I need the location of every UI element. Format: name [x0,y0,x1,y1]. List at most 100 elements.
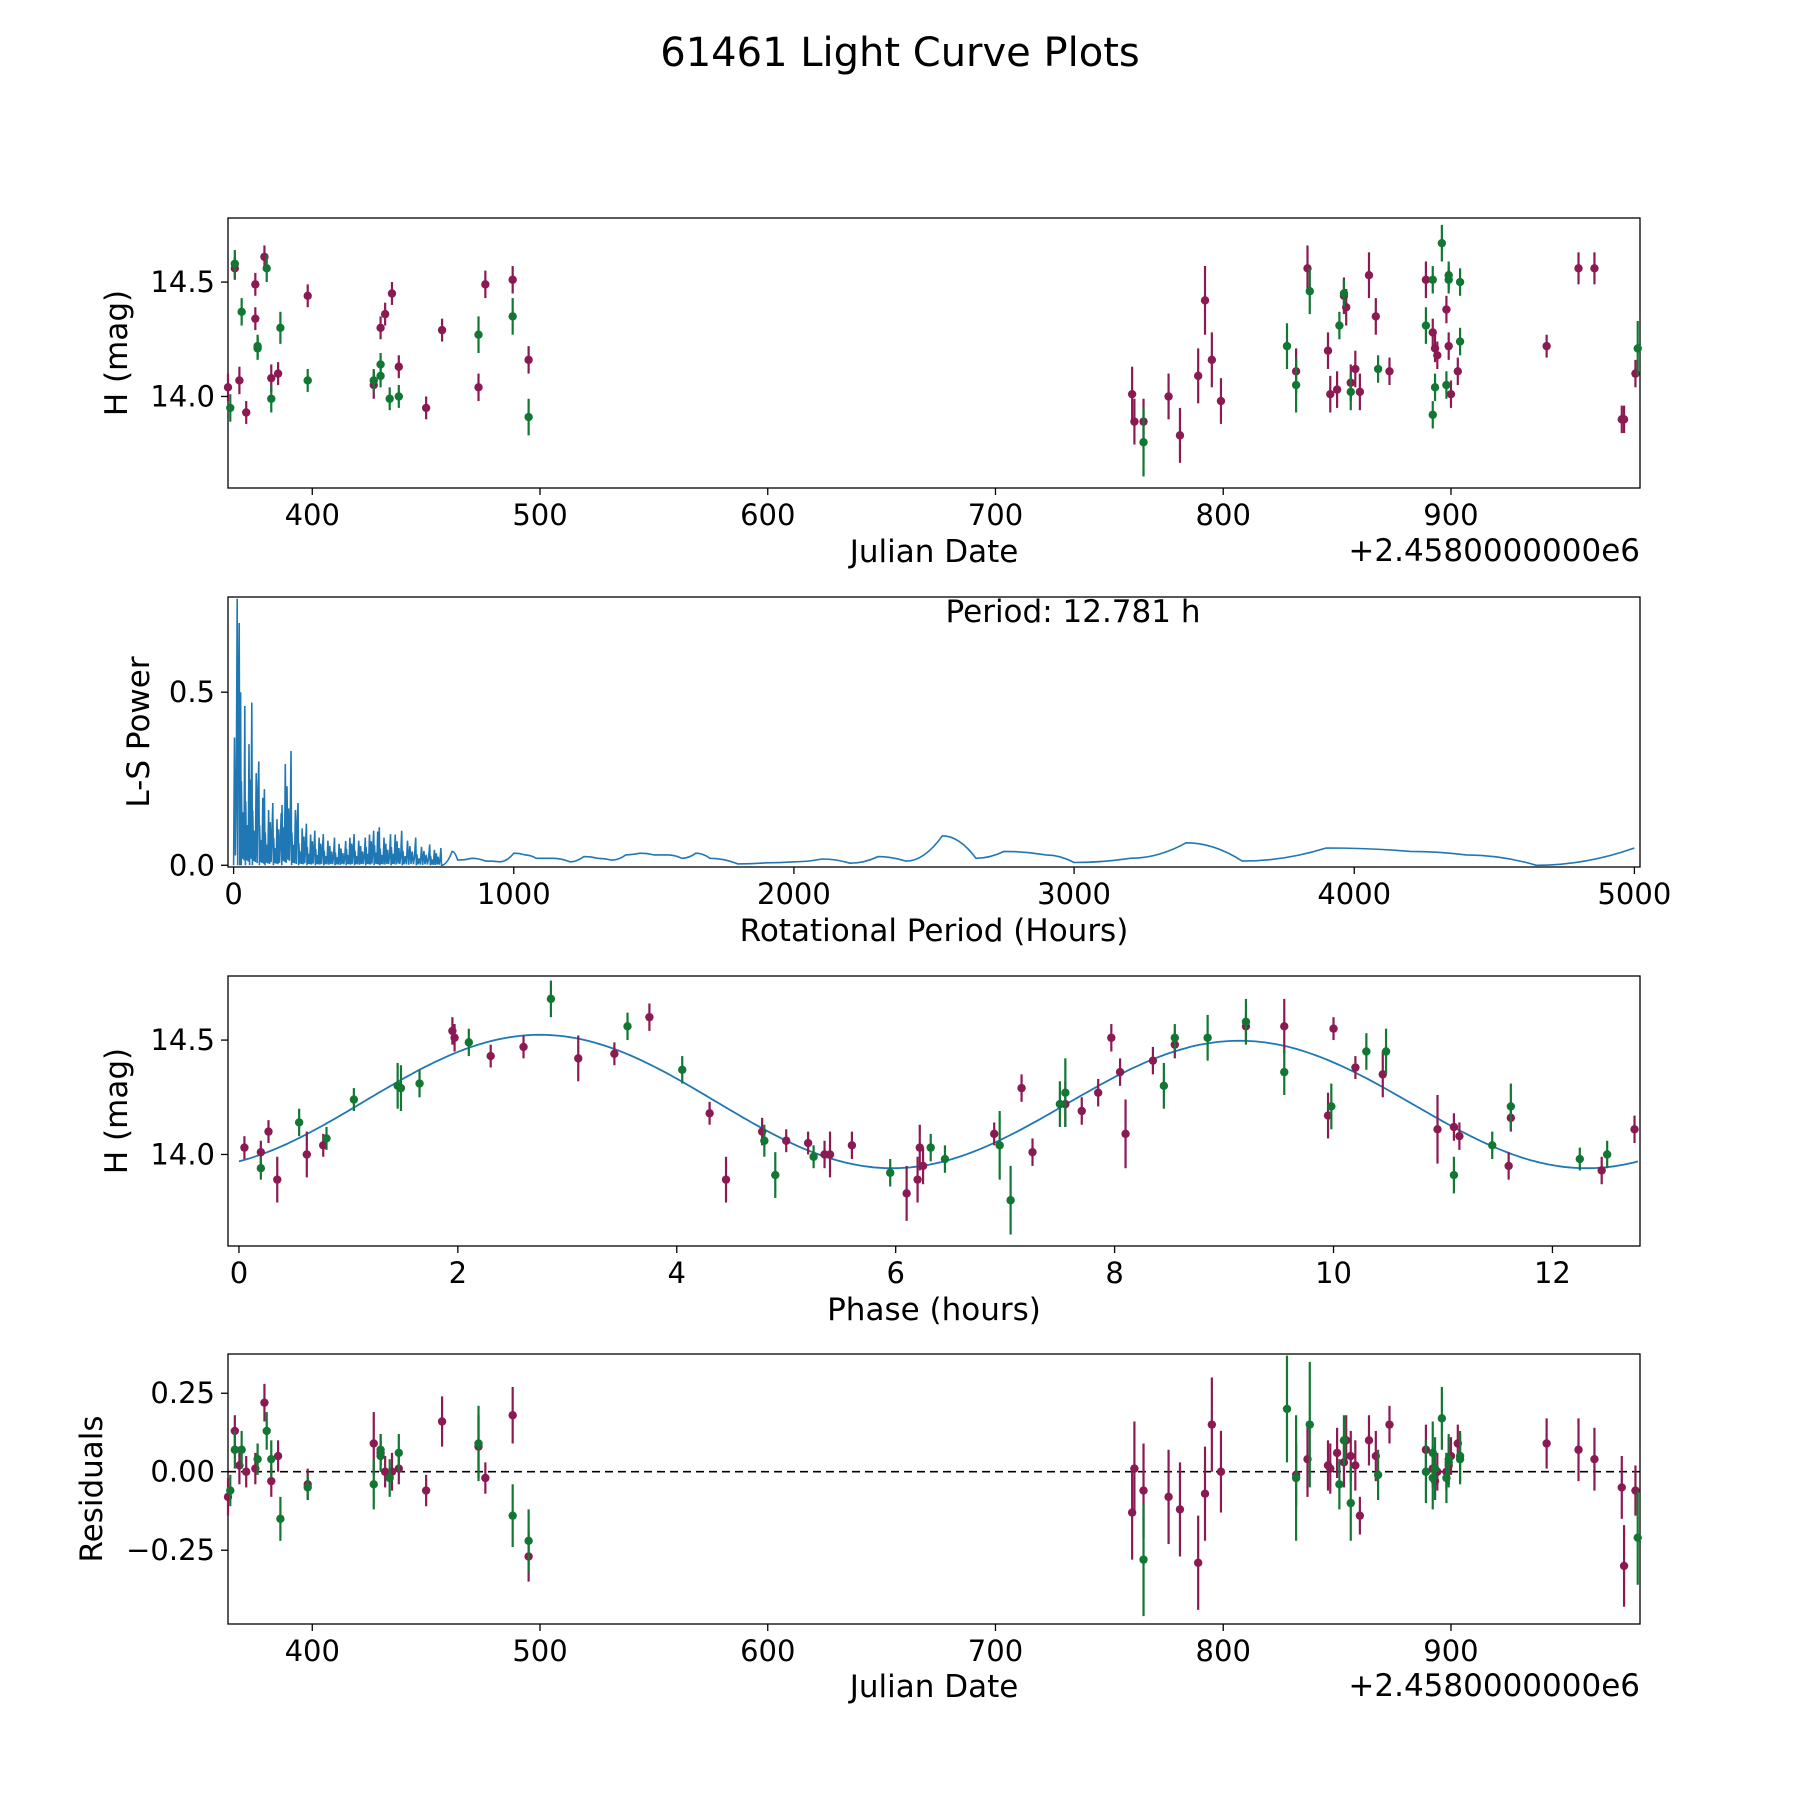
data-point-red [1130,417,1139,426]
data-point-red [1323,1111,1333,1120]
x-tick-label: 400 [285,1634,340,1668]
data-point-red [1433,351,1442,360]
plot-frame [227,217,1641,489]
data-point-green [1327,1102,1336,1111]
data-point-red [1619,1561,1629,1571]
data-point-red [1355,387,1365,397]
data-point-green [253,341,262,351]
data-point-green [396,1083,406,1093]
y-axis-label: H (mag) [99,1048,135,1174]
data-point-red [1351,364,1360,374]
x-tick-label: 900 [1423,498,1478,532]
data-point-red [1207,355,1217,365]
data-point-red [1121,1129,1130,1139]
data-point-green [1437,238,1447,248]
x-tick-label: 10 [1315,1256,1352,1290]
data-point-green [237,1445,246,1454]
data-point-green [1381,1047,1391,1056]
data-point-red [1164,392,1173,401]
data-point-red [256,1147,266,1157]
y-ticks: 0.0 0.5 [169,675,228,882]
data-point-green [256,1164,266,1173]
panel-lightcurve: 400 500 600 700 800 900 14.014.5 Julian Date … [99,217,1642,570]
x-ticks: 0 1000 2000 3000 4000 5000 [224,867,1671,911]
figure-title: 61461 Light Curve Plots [660,30,1139,76]
x-tick-label: 800 [1196,1634,1251,1668]
data-point-green [230,1445,240,1454]
y-axis-label: H (mag) [99,290,135,416]
y-ticks: 0.25 0.00 −0.25 [126,1376,228,1567]
data-point-green [262,1426,271,1436]
x-tick-label: 0 [230,1256,248,1290]
x-tick-label: 700 [968,498,1023,532]
data-point-red [574,1054,583,1063]
data-point-red [1542,341,1551,351]
data-point-red [481,1473,490,1483]
data-point-green [1575,1154,1584,1164]
data-point-red [847,1141,857,1150]
y-tick-label: 0.25 [150,1376,215,1410]
data-point-green [1488,1141,1497,1150]
data-point-red [1164,1492,1173,1502]
x-tick-label: 600 [740,498,795,532]
data-point-green [230,259,240,268]
data-point-red [1028,1147,1037,1157]
data-point-red [1017,1083,1026,1093]
data-point-red [1148,1056,1158,1065]
data-point-green [546,994,556,1004]
data-point-red [437,1417,447,1426]
data-point-red [1364,271,1374,280]
data-point-red [1175,431,1185,440]
data-point-red [721,1175,731,1184]
data-point-red [1630,1125,1639,1134]
data-point-red [1216,1467,1226,1476]
data-point-red [705,1109,714,1118]
y-tick-label: 0.5 [169,675,215,709]
y-tick-label: 0.0 [169,848,215,882]
data-point-red [1193,1558,1203,1567]
data-point-red [474,383,483,392]
data-point-red [990,1129,999,1139]
panel-phased: 0 2 4 6 8 10 12 14.0 14.5 Phase (hours) H (mag) [99,975,1641,1328]
data-point-red [235,376,244,385]
data-point-green [1346,387,1355,397]
data-point-green [886,1168,895,1177]
data-point-red [240,1143,249,1152]
data-point-red [303,291,312,300]
data-point-green [376,1451,385,1461]
data-point-red [1355,1511,1365,1520]
data-point-green [1291,1473,1301,1483]
data-point-green [226,1486,235,1495]
data-point-red [1542,1439,1551,1448]
data-point-red [1216,396,1226,406]
data-point-red [380,1467,390,1476]
data-point-red [825,1150,835,1159]
data-point-green [276,323,285,333]
data-point-red [524,355,533,365]
data-point-red [1139,1486,1148,1495]
data-point-red [251,314,260,323]
data-point-red [1093,1088,1103,1097]
data-point-red [1617,1483,1626,1492]
data-point-green [1444,1454,1453,1464]
panel-residuals: 400 500 600 700 800 900 0.25 0.00 −0.25 Julian … [74,1353,1642,1705]
data-point-green [1428,275,1437,284]
data-point-green [394,1448,404,1458]
x-axis-label: Rotational Period (Hours) [740,913,1129,949]
data-points [223,224,1642,477]
data-point-red [918,1161,928,1171]
data-point-red [1364,1436,1374,1445]
data-point-green [1139,438,1148,447]
data-point-green [1633,344,1642,353]
data-point-red [1280,1022,1289,1031]
data-point-red [421,403,431,413]
x-tick-label: 500 [512,498,567,532]
data-point-red [1127,389,1137,399]
data-point-green [1280,1067,1289,1077]
data-point-red [1444,341,1453,351]
data-point-red [1433,1125,1442,1134]
data-point-red [481,280,490,289]
data-point-green [1339,289,1349,298]
data-point-green [678,1065,687,1075]
